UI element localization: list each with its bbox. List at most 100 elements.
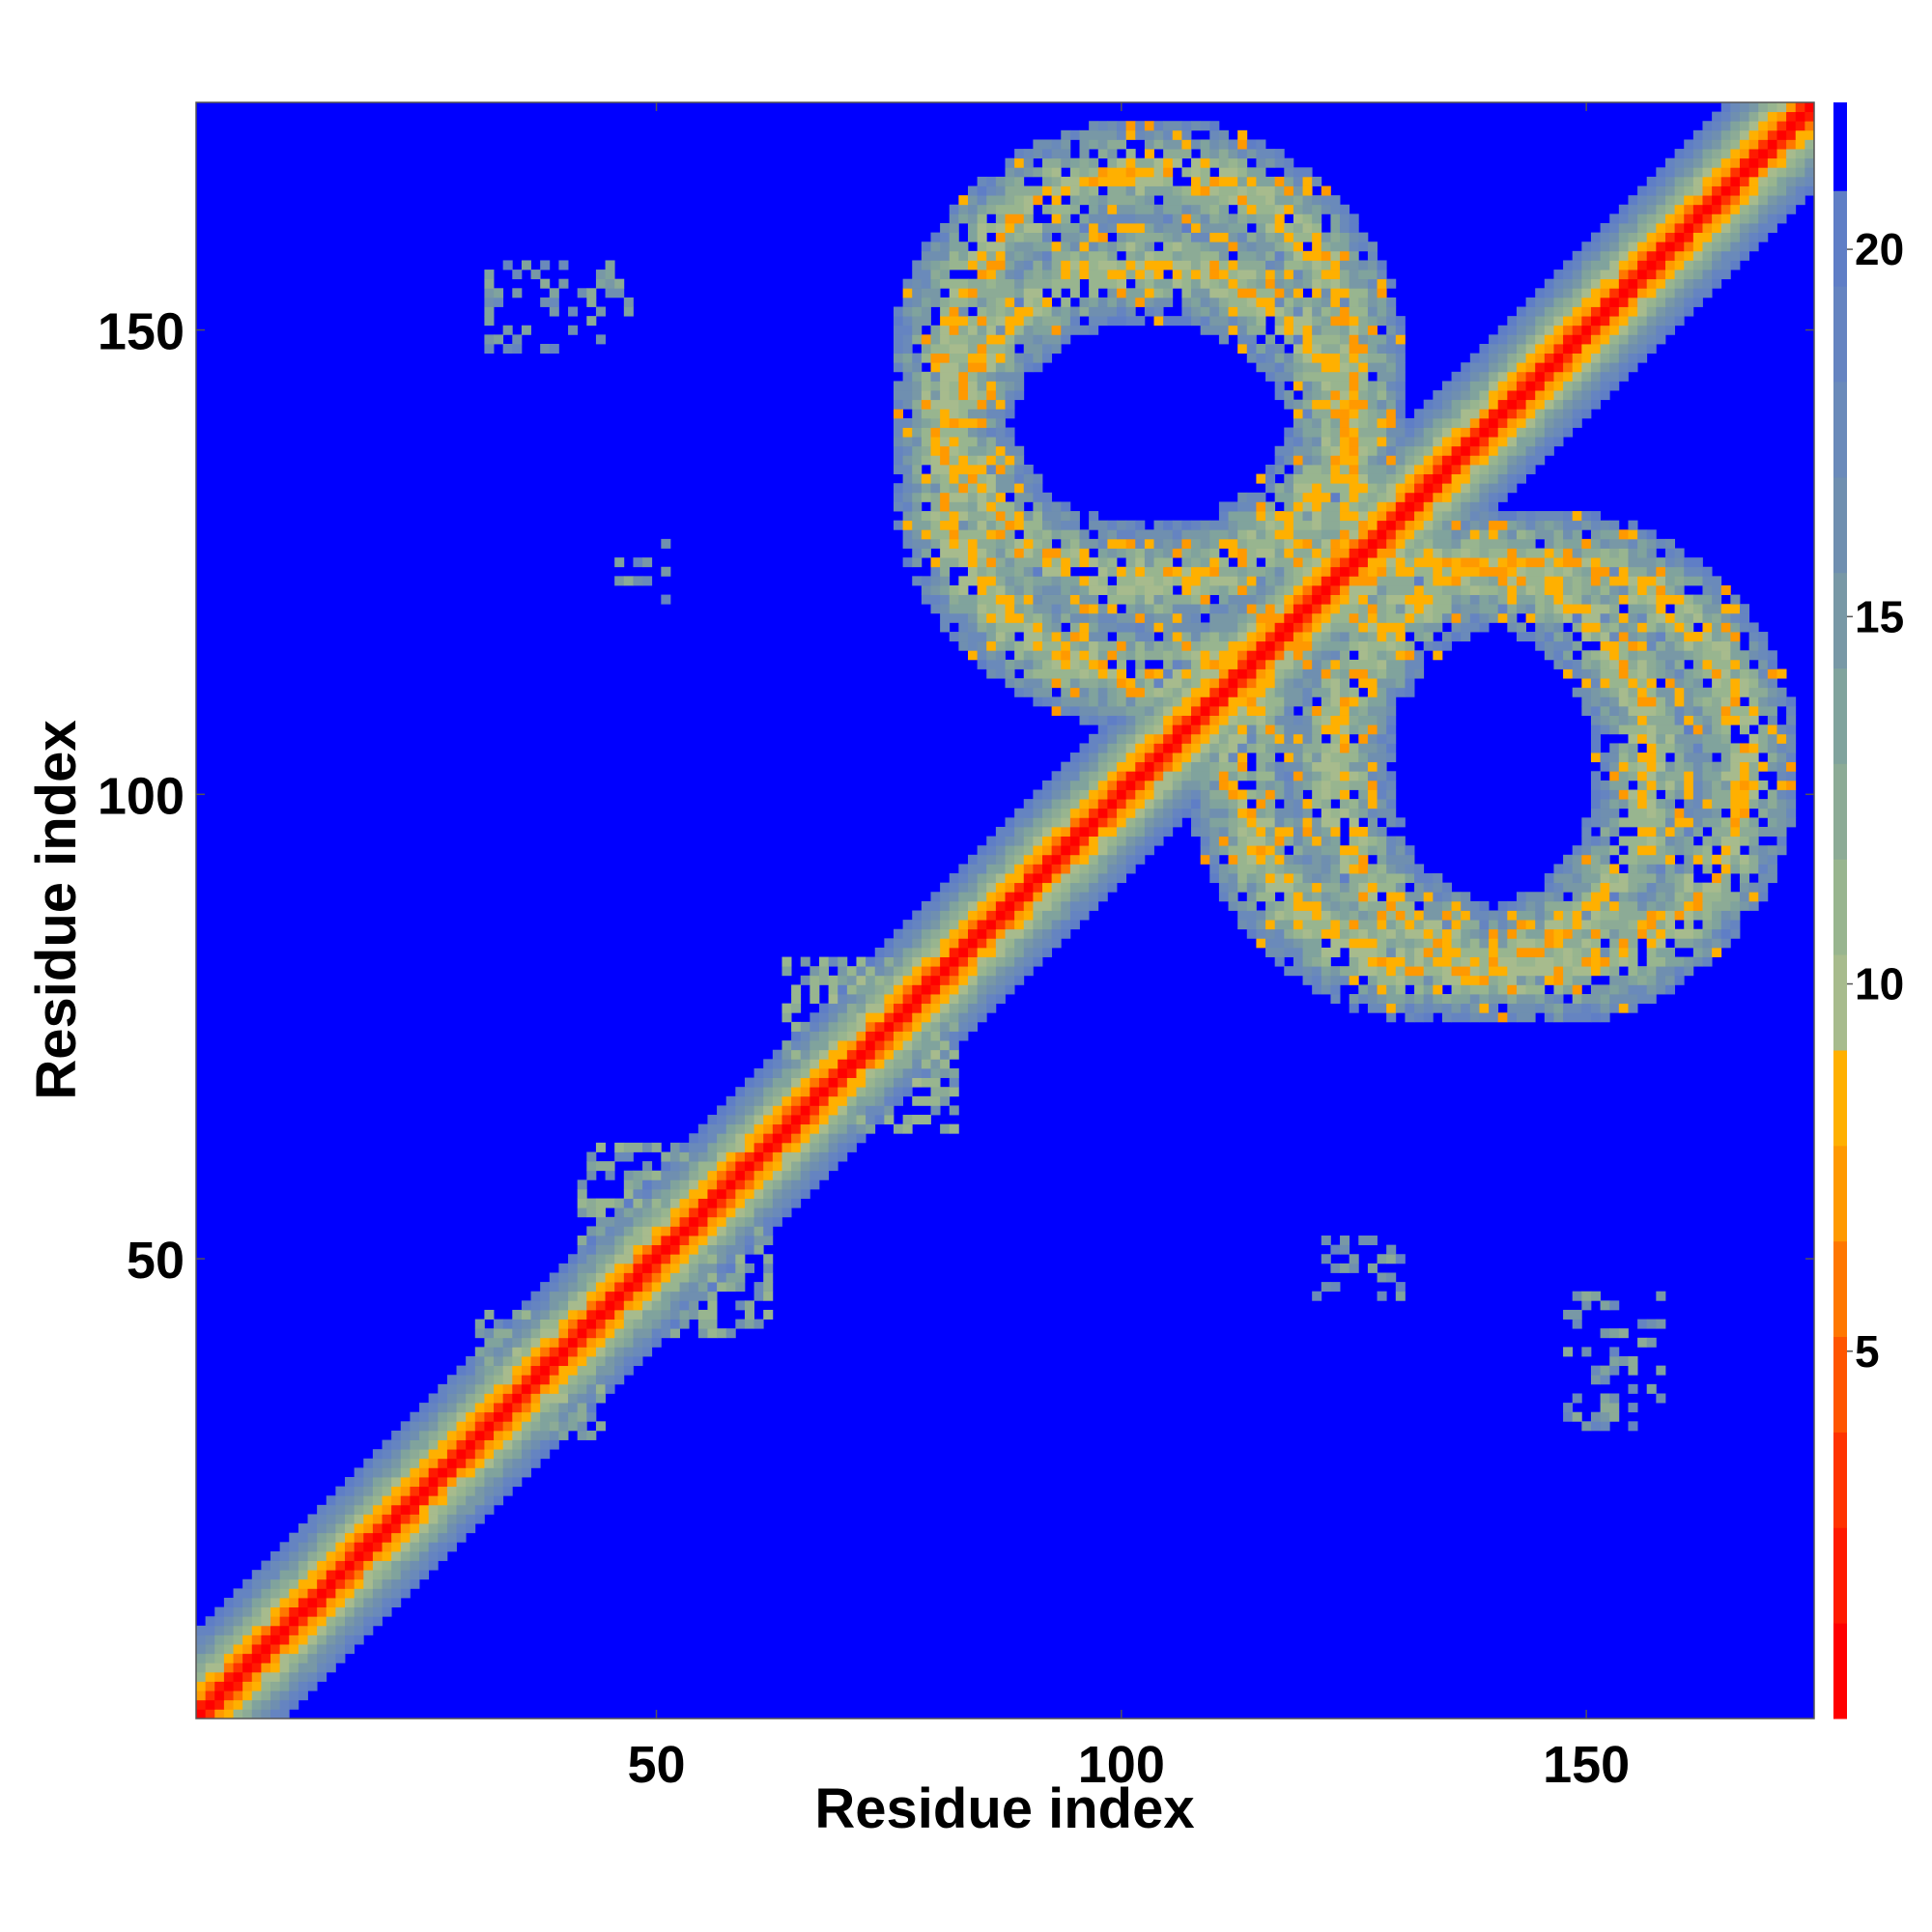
heatmap-cell xyxy=(707,1216,718,1227)
heatmap-cell xyxy=(317,1625,327,1635)
heatmap-cell xyxy=(1692,715,1703,725)
heatmap-cell xyxy=(1563,928,1574,939)
heatmap-cell xyxy=(1014,659,1025,669)
heatmap-cell xyxy=(772,1077,792,1088)
heatmap-cell xyxy=(669,1151,680,1162)
heatmap-cell xyxy=(1153,733,1164,744)
heatmap-cell xyxy=(1553,427,1564,438)
heatmap-cell xyxy=(1367,445,1378,456)
heatmap-cell xyxy=(317,1523,327,1534)
heatmap-cell xyxy=(1274,483,1285,494)
heatmap-cell xyxy=(1386,520,1397,530)
heatmap-cell xyxy=(912,1067,923,1078)
heatmap-cell xyxy=(1637,576,1657,586)
heatmap-cell xyxy=(1079,557,1090,568)
heatmap-cell xyxy=(1405,492,1415,502)
heatmap-cell xyxy=(1572,612,1582,623)
heatmap-cell xyxy=(1572,910,1582,921)
heatmap-cell xyxy=(1405,892,1425,902)
heatmap-cell xyxy=(261,1616,271,1627)
heatmap-cell xyxy=(697,1216,708,1227)
heatmap-cell xyxy=(438,1383,448,1394)
heatmap-cell xyxy=(614,1226,625,1236)
heatmap-cell xyxy=(1097,854,1108,865)
heatmap-cell xyxy=(642,1337,653,1348)
heatmap-cell xyxy=(1349,780,1369,790)
heatmap-cell xyxy=(1358,529,1369,540)
heatmap-cell xyxy=(1516,910,1536,921)
heatmap-cell xyxy=(1246,668,1257,679)
heatmap-cell xyxy=(986,956,997,967)
heatmap-cell xyxy=(549,1439,559,1450)
heatmap-cell xyxy=(605,1309,615,1320)
heatmap-cell xyxy=(1079,604,1090,614)
heatmap-cell xyxy=(967,640,979,651)
heatmap-cell xyxy=(1507,584,1518,595)
heatmap-cell xyxy=(707,1151,718,1162)
heatmap-cell xyxy=(753,1198,764,1208)
heatmap-cell xyxy=(1302,892,1313,902)
heatmap-cell xyxy=(1265,845,1276,856)
heatmap-cell xyxy=(1544,910,1554,921)
heatmap-cell xyxy=(1395,938,1406,949)
heatmap-cell xyxy=(1005,668,1015,679)
heatmap-cell xyxy=(1284,437,1294,447)
heatmap-cell xyxy=(1758,864,1769,874)
heatmap-cell xyxy=(810,1179,820,1190)
heatmap-cell xyxy=(1153,743,1164,753)
heatmap-cell xyxy=(995,455,1006,466)
heatmap-cell xyxy=(1553,520,1564,530)
heatmap-cell xyxy=(967,966,979,977)
heatmap-cell xyxy=(1377,994,1387,1005)
heatmap-cell xyxy=(1256,529,1266,540)
heatmap-cell xyxy=(1293,928,1303,939)
heatmap-cell xyxy=(577,1337,587,1348)
heatmap-cell xyxy=(1646,612,1657,623)
heatmap-cell xyxy=(735,1095,746,1106)
heatmap-cell xyxy=(1117,724,1127,735)
heatmap-cell xyxy=(856,1087,867,1097)
heatmap-cell xyxy=(428,1458,439,1468)
heatmap-cell xyxy=(372,1560,383,1571)
heatmap-cell xyxy=(1097,771,1108,781)
heatmap-cell xyxy=(1414,612,1425,623)
heatmap-cell xyxy=(1637,994,1657,1005)
heatmap-cell xyxy=(1358,511,1369,522)
heatmap-cell xyxy=(1525,928,1546,939)
heatmap-cell xyxy=(1069,548,1080,558)
heatmap-cell xyxy=(949,492,969,502)
heatmap-cell xyxy=(1656,705,1666,716)
heatmap-cell xyxy=(1618,584,1629,595)
heatmap-cell xyxy=(1321,928,1341,939)
heatmap-cell xyxy=(530,1328,541,1339)
heatmap-cell xyxy=(697,1319,718,1329)
heatmap-cell xyxy=(298,1606,308,1617)
heatmap-cell xyxy=(1386,724,1397,735)
heatmap-cell xyxy=(1712,659,1731,669)
heatmap-cell xyxy=(1609,771,1620,781)
heatmap-cell xyxy=(233,1662,243,1673)
heatmap-cell xyxy=(1340,668,1350,679)
heatmap-cell xyxy=(1377,483,1387,494)
heatmap-cell xyxy=(1386,984,1397,995)
heatmap-cell xyxy=(735,1263,746,1273)
heatmap-cell xyxy=(986,557,997,568)
heatmap-cell xyxy=(1321,753,1331,763)
heatmap-cell xyxy=(1125,678,1136,689)
heatmap-cell xyxy=(642,1291,653,1301)
heatmap-cell xyxy=(1367,705,1387,716)
heatmap-cell xyxy=(995,538,1006,549)
heatmap-cell xyxy=(446,1514,457,1524)
heatmap-cell xyxy=(1153,668,1164,679)
heatmap-cell xyxy=(1469,956,1480,967)
heatmap-cell xyxy=(1656,920,1666,930)
heatmap-cell xyxy=(1330,808,1341,818)
heatmap-cell xyxy=(1684,799,1694,810)
heatmap-cell xyxy=(1312,854,1322,865)
heatmap-cell xyxy=(1544,640,1554,651)
heatmap-cell xyxy=(1525,557,1546,568)
heatmap-cell xyxy=(261,1671,281,1682)
heatmap-cell xyxy=(400,1504,411,1515)
heatmap-cell xyxy=(354,1598,364,1608)
heatmap-cell xyxy=(818,1067,829,1078)
